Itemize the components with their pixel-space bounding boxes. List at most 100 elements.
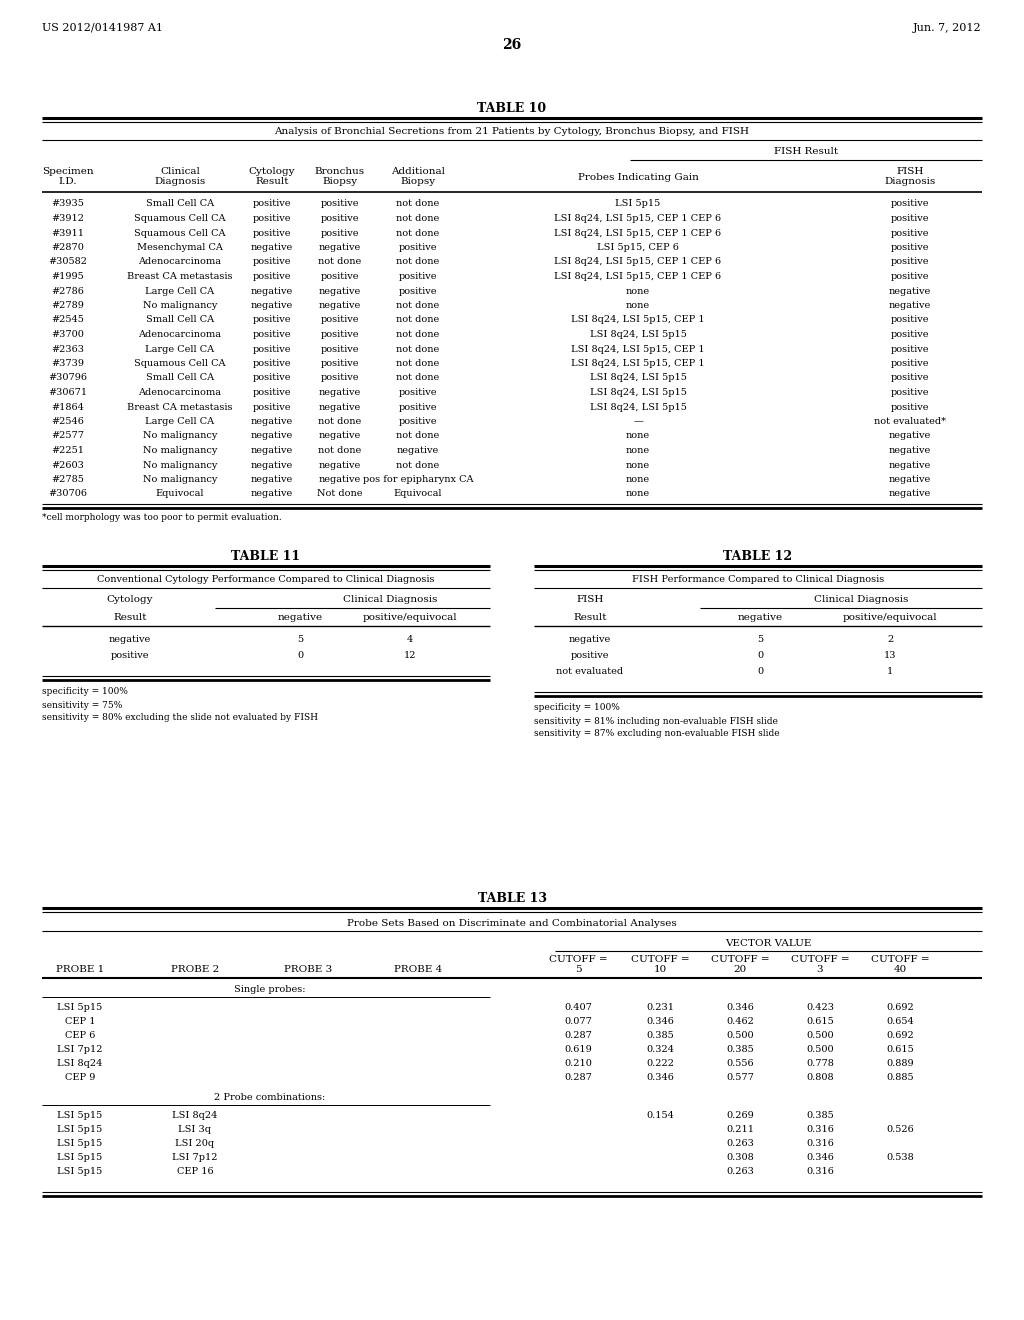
- Text: Adenocarcinoma: Adenocarcinoma: [138, 257, 221, 267]
- Text: LSI 20q: LSI 20q: [175, 1139, 215, 1148]
- Text: 0.423: 0.423: [806, 1003, 834, 1012]
- Text: negative: negative: [889, 475, 931, 484]
- Text: negative: negative: [889, 301, 931, 310]
- Text: CEP 1: CEP 1: [65, 1018, 95, 1027]
- Text: Breast CA metastasis: Breast CA metastasis: [127, 403, 232, 412]
- Text: positive: positive: [253, 388, 291, 397]
- Text: LSI 5p15: LSI 5p15: [615, 199, 660, 209]
- Text: 10: 10: [653, 965, 667, 974]
- Text: 0.778: 0.778: [806, 1060, 834, 1068]
- Text: positive: positive: [253, 315, 291, 325]
- Text: VECTOR VALUE: VECTOR VALUE: [725, 940, 812, 949]
- Text: 0.692: 0.692: [886, 1003, 913, 1012]
- Text: not evaluated*: not evaluated*: [874, 417, 946, 426]
- Text: positive: positive: [321, 345, 359, 354]
- Text: positive: positive: [891, 359, 929, 368]
- Text: LSI 8q24, LSI 5p15, CEP 1 CEP 6: LSI 8q24, LSI 5p15, CEP 1 CEP 6: [554, 272, 722, 281]
- Text: 0.222: 0.222: [646, 1060, 674, 1068]
- Text: CUTOFF =: CUTOFF =: [791, 956, 849, 965]
- Text: 0.269: 0.269: [726, 1111, 754, 1121]
- Text: none: none: [626, 475, 650, 484]
- Text: positive: positive: [891, 388, 929, 397]
- Text: Adenocarcinoma: Adenocarcinoma: [138, 388, 221, 397]
- Text: none: none: [626, 490, 650, 499]
- Text: #3700: #3700: [51, 330, 84, 339]
- Text: LSI 8q24, LSI 5p15, CEP 1 CEP 6: LSI 8q24, LSI 5p15, CEP 1 CEP 6: [554, 214, 722, 223]
- Text: PROBE 3: PROBE 3: [284, 965, 332, 974]
- Text: LSI 8q24, LSI 5p15: LSI 8q24, LSI 5p15: [590, 388, 686, 397]
- Text: I.D.: I.D.: [58, 177, 77, 186]
- Text: 0.308: 0.308: [726, 1154, 754, 1163]
- Text: 0.556: 0.556: [726, 1060, 754, 1068]
- Text: negative: negative: [318, 475, 361, 484]
- Text: CUTOFF =: CUTOFF =: [870, 956, 930, 965]
- Text: 5: 5: [297, 635, 303, 644]
- Text: 0.615: 0.615: [886, 1045, 913, 1055]
- Text: positive: positive: [891, 257, 929, 267]
- Text: negative: negative: [318, 432, 361, 441]
- Text: positive: positive: [321, 330, 359, 339]
- Text: negative: negative: [251, 417, 293, 426]
- Text: positive: positive: [321, 214, 359, 223]
- Text: positive/equivocal: positive/equivocal: [843, 614, 937, 623]
- Text: positive: positive: [398, 403, 437, 412]
- Text: #30706: #30706: [48, 490, 87, 499]
- Text: Analysis of Bronchial Secretions from 21 Patients by Cytology, Bronchus Biopsy, : Analysis of Bronchial Secretions from 21…: [274, 128, 750, 136]
- Text: not done: not done: [396, 330, 439, 339]
- Text: Equivocal: Equivocal: [394, 490, 442, 499]
- Text: positive: positive: [253, 272, 291, 281]
- Text: positive: positive: [891, 315, 929, 325]
- Text: not done: not done: [318, 446, 361, 455]
- Text: positive: positive: [398, 286, 437, 296]
- Text: 0.615: 0.615: [806, 1018, 834, 1027]
- Text: FISH Result: FISH Result: [774, 148, 838, 157]
- Text: not done: not done: [396, 228, 439, 238]
- Text: LSI 8q24, LSI 5p15: LSI 8q24, LSI 5p15: [590, 374, 686, 383]
- Text: LSI 8q24, LSI 5p15: LSI 8q24, LSI 5p15: [590, 403, 686, 412]
- Text: Jun. 7, 2012: Jun. 7, 2012: [913, 22, 982, 33]
- Text: not done: not done: [396, 432, 439, 441]
- Text: positive: positive: [253, 403, 291, 412]
- Text: positive: positive: [253, 257, 291, 267]
- Text: positive: positive: [253, 199, 291, 209]
- Text: Conventional Cytology Performance Compared to Clinical Diagnosis: Conventional Cytology Performance Compar…: [97, 576, 435, 585]
- Text: 0.316: 0.316: [806, 1126, 834, 1134]
- Text: positive: positive: [891, 199, 929, 209]
- Text: Mesenchymal CA: Mesenchymal CA: [137, 243, 223, 252]
- Text: #3912: #3912: [51, 214, 85, 223]
- Text: negative: negative: [318, 388, 361, 397]
- Text: 0.889: 0.889: [886, 1060, 913, 1068]
- Text: negative: negative: [251, 461, 293, 470]
- Text: negative: negative: [889, 490, 931, 499]
- Text: #3739: #3739: [51, 359, 85, 368]
- Text: positive: positive: [398, 243, 437, 252]
- Text: LSI 8q24: LSI 8q24: [172, 1111, 218, 1121]
- Text: No malignancy: No malignancy: [142, 446, 217, 455]
- Text: positive: positive: [321, 315, 359, 325]
- Text: not done: not done: [396, 214, 439, 223]
- Text: Additional: Additional: [391, 168, 445, 177]
- Text: negative: negative: [251, 243, 293, 252]
- Text: sensitivity = 75%: sensitivity = 75%: [42, 701, 123, 710]
- Text: 0.462: 0.462: [726, 1018, 754, 1027]
- Text: 13: 13: [884, 652, 896, 660]
- Text: No malignancy: No malignancy: [142, 432, 217, 441]
- Text: 0.316: 0.316: [806, 1167, 834, 1176]
- Text: negative: negative: [318, 461, 361, 470]
- Text: #3935: #3935: [51, 199, 84, 209]
- Text: 0.346: 0.346: [646, 1018, 674, 1027]
- Text: Bronchus: Bronchus: [315, 168, 366, 177]
- Text: not done: not done: [318, 257, 361, 267]
- Text: negative: negative: [318, 403, 361, 412]
- Text: FISH: FISH: [896, 168, 924, 177]
- Text: 0.500: 0.500: [806, 1031, 834, 1040]
- Text: 0.324: 0.324: [646, 1045, 674, 1055]
- Text: CEP 16: CEP 16: [177, 1167, 213, 1176]
- Text: No malignancy: No malignancy: [142, 475, 217, 484]
- Text: #2577: #2577: [51, 432, 85, 441]
- Text: LSI 8q24, LSI 5p15, CEP 1 CEP 6: LSI 8q24, LSI 5p15, CEP 1 CEP 6: [554, 228, 722, 238]
- Text: LSI 5p15: LSI 5p15: [57, 1126, 102, 1134]
- Text: 1: 1: [887, 668, 893, 676]
- Text: 0.210: 0.210: [564, 1060, 592, 1068]
- Text: negative: negative: [889, 286, 931, 296]
